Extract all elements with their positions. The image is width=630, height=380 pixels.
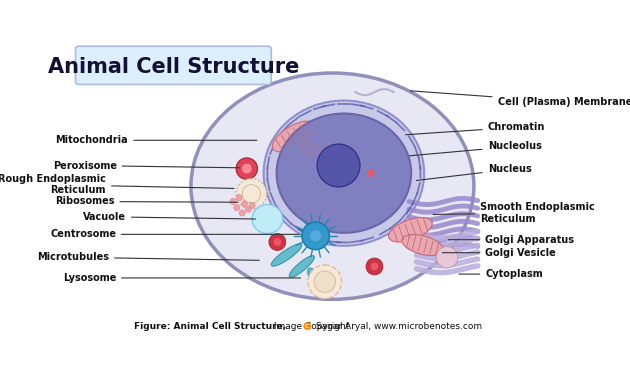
Circle shape xyxy=(236,158,258,179)
Text: Lysosome: Lysosome xyxy=(62,273,301,283)
Circle shape xyxy=(367,169,374,177)
Circle shape xyxy=(308,265,341,299)
Circle shape xyxy=(437,247,458,268)
Ellipse shape xyxy=(307,268,319,283)
Text: Figure: Animal Cell Structure,: Figure: Animal Cell Structure, xyxy=(134,321,286,331)
Circle shape xyxy=(245,206,251,212)
Ellipse shape xyxy=(263,101,424,246)
Text: Golgi Apparatus: Golgi Apparatus xyxy=(449,235,575,245)
Text: Nucleus: Nucleus xyxy=(416,165,531,180)
Text: Smooth Endoplasmic
Reticulum: Smooth Endoplasmic Reticulum xyxy=(433,202,595,224)
Ellipse shape xyxy=(272,121,316,152)
Ellipse shape xyxy=(297,141,338,163)
Text: Golgi Vesicle: Golgi Vesicle xyxy=(442,248,556,258)
Text: Image Copyright: Image Copyright xyxy=(272,321,350,331)
Circle shape xyxy=(269,234,286,250)
Ellipse shape xyxy=(191,73,474,299)
Text: C: C xyxy=(305,324,309,329)
Circle shape xyxy=(304,322,311,330)
Text: Mitochondria: Mitochondria xyxy=(55,135,257,145)
FancyBboxPatch shape xyxy=(76,46,272,84)
Circle shape xyxy=(314,271,336,293)
Text: Vacuole: Vacuole xyxy=(83,212,255,222)
Text: Nucleolus: Nucleolus xyxy=(389,141,542,158)
Circle shape xyxy=(302,222,329,250)
Circle shape xyxy=(317,144,360,187)
Circle shape xyxy=(241,201,248,207)
Ellipse shape xyxy=(389,218,432,242)
Text: Sagar Aryal, www.microbenotes.com: Sagar Aryal, www.microbenotes.com xyxy=(312,321,482,331)
Circle shape xyxy=(370,263,378,270)
Circle shape xyxy=(309,230,322,242)
Ellipse shape xyxy=(277,114,411,233)
Circle shape xyxy=(366,258,383,275)
Text: Cell (Plasma) Membrane: Cell (Plasma) Membrane xyxy=(410,91,630,107)
Circle shape xyxy=(230,198,236,204)
Text: Cytoplasm: Cytoplasm xyxy=(459,269,543,279)
Circle shape xyxy=(241,163,252,174)
Circle shape xyxy=(273,238,281,246)
Text: Centrosome: Centrosome xyxy=(50,230,299,239)
Text: Rough Endoplasmic
Reticulum: Rough Endoplasmic Reticulum xyxy=(0,174,234,195)
Text: Peroxisome: Peroxisome xyxy=(53,160,239,171)
Ellipse shape xyxy=(289,256,314,277)
Text: Chromatin: Chromatin xyxy=(406,122,545,135)
Circle shape xyxy=(239,210,245,216)
Circle shape xyxy=(362,165,379,182)
Circle shape xyxy=(234,204,240,211)
Text: Microtubules: Microtubules xyxy=(37,252,260,262)
Text: Animal Cell Structure: Animal Cell Structure xyxy=(48,57,299,77)
Circle shape xyxy=(236,179,266,209)
Text: Ribosomes: Ribosomes xyxy=(55,196,238,206)
Ellipse shape xyxy=(272,244,302,266)
Circle shape xyxy=(236,195,242,201)
Circle shape xyxy=(249,202,255,208)
Ellipse shape xyxy=(402,234,444,255)
Ellipse shape xyxy=(252,204,283,234)
